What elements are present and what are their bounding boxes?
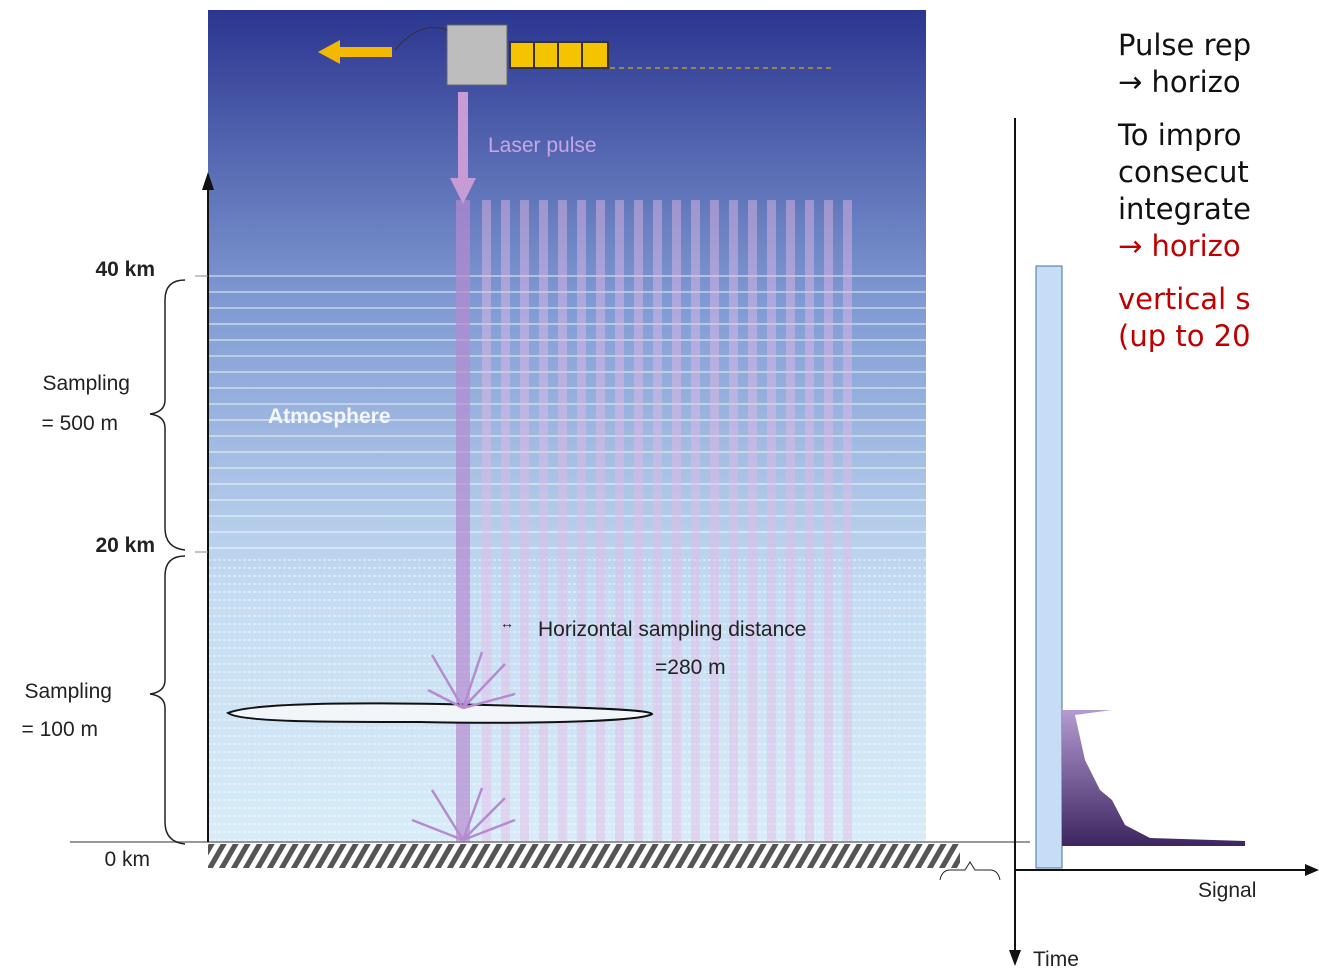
altitude-label: 20 km: [95, 534, 155, 557]
time-arrowhead: [1009, 950, 1021, 966]
satellite-body: [446, 24, 508, 86]
pulse-stripe: [710, 200, 719, 842]
signal-profile: [1062, 710, 1245, 846]
sampling-label: Sampling: [24, 680, 112, 703]
horizontal-value: =280 m: [655, 656, 726, 679]
panel-line: Pulse rep: [1118, 28, 1251, 62]
direction-arrow: [318, 40, 392, 64]
altitude-label: 0 km: [104, 848, 150, 871]
pulse-stripe: [691, 200, 700, 842]
pulse-stripe: [539, 200, 548, 842]
panel-line: (up to 20: [1118, 319, 1251, 353]
pulse-stripe: [786, 200, 795, 842]
signal-label: Signal: [1198, 879, 1256, 902]
laser-beam: [456, 200, 470, 842]
pulse-stripe: [767, 200, 776, 842]
horizontal-label: Horizontal sampling distance: [538, 618, 806, 641]
pulse-stripe: [634, 200, 643, 842]
laser-label: Laser pulse: [488, 134, 597, 157]
sampling-layers: [208, 275, 926, 841]
sampling-label: Sampling: [42, 372, 130, 395]
pulse-stripe: [748, 200, 757, 842]
ground: [208, 844, 960, 868]
pulse-stripe: [843, 200, 852, 842]
pulse-stripe: [520, 200, 529, 842]
panel-line: vertical s: [1118, 282, 1250, 316]
altitude-label: 40 km: [95, 258, 155, 281]
pulse-stripe: [615, 200, 624, 842]
atmosphere-label: Atmosphere: [268, 405, 391, 428]
cloud: [225, 702, 654, 724]
laser-arrowhead: [450, 178, 476, 204]
pulse-stripes: [482, 200, 852, 842]
pulse-stripe: [482, 200, 491, 842]
panel-line: integrate: [1118, 192, 1251, 226]
axis-arrowhead: [202, 172, 214, 190]
panel-line: To impro: [1117, 118, 1242, 152]
double-arrow: ↔: [500, 615, 514, 631]
pulse-stripe: [805, 200, 814, 842]
altitude-ticks: [195, 275, 208, 553]
pulse-stripe: [729, 200, 738, 842]
sampling-value: = 500 m: [42, 412, 118, 435]
bracket: [939, 861, 1001, 881]
pulse-stripe: [653, 200, 662, 842]
sampling-value: = 100 m: [22, 718, 98, 741]
panel-line: → horizo: [1118, 229, 1241, 263]
signal-bar: [1035, 265, 1063, 869]
pulse-stripe: [501, 200, 510, 842]
antenna: [394, 27, 448, 51]
pulse-stripe: [824, 200, 833, 842]
braces: [149, 279, 186, 845]
panel-line: consecut: [1118, 155, 1249, 189]
pulse-stripe: [596, 200, 605, 842]
pulse-stripe: [577, 200, 586, 842]
pulse-stripe: [558, 200, 567, 842]
panel-line: → horizo: [1118, 65, 1241, 99]
scatter-arrows: [411, 651, 516, 842]
solar-panel: [509, 41, 609, 69]
time-label: Time: [1033, 948, 1079, 971]
pulse-stripe: [672, 200, 681, 842]
signal-arrowhead: [1305, 864, 1319, 876]
